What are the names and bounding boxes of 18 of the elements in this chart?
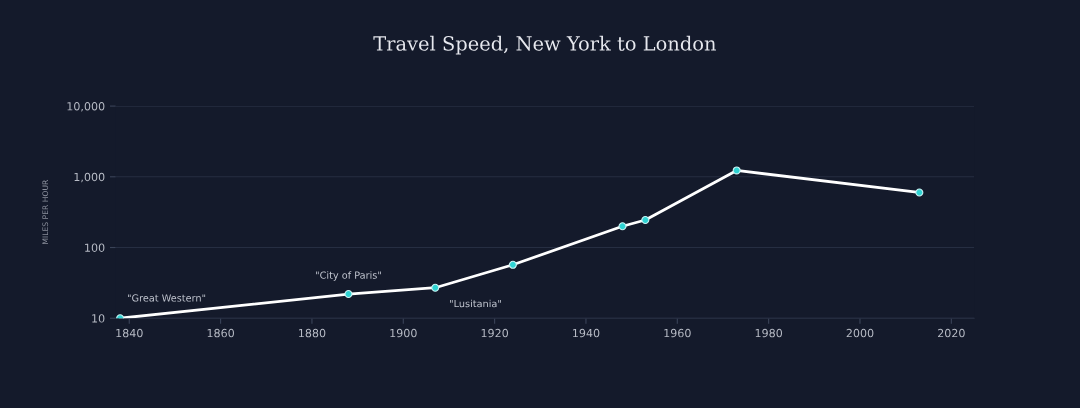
x-tick-label: 1860 xyxy=(207,328,234,338)
x-tick-label: 1880 xyxy=(299,328,326,338)
chart-title: Travel Speed, New York to London xyxy=(373,35,716,55)
x-tick-label: 1840 xyxy=(116,328,143,338)
y-tick-label: 10,000 xyxy=(67,102,105,112)
x-tick-label: 2020 xyxy=(938,328,965,338)
y-tick-label: 1,000 xyxy=(74,172,105,183)
x-tick-label: 1940 xyxy=(573,328,600,338)
x-tick-label: 1960 xyxy=(664,328,691,338)
x-tick-label: 1900 xyxy=(390,328,417,338)
x-tick-label: 1920 xyxy=(481,328,509,338)
annotation: "Great Western" xyxy=(128,294,206,302)
x-tick-label: 2000 xyxy=(846,328,874,338)
x-tick-label: 1980 xyxy=(755,328,783,338)
y-tick-label: 10 xyxy=(92,314,105,323)
annotation: "Lusitania" xyxy=(450,299,501,308)
annotation: "City of Paris" xyxy=(316,271,381,281)
y-tick-label: 100 xyxy=(85,243,105,252)
